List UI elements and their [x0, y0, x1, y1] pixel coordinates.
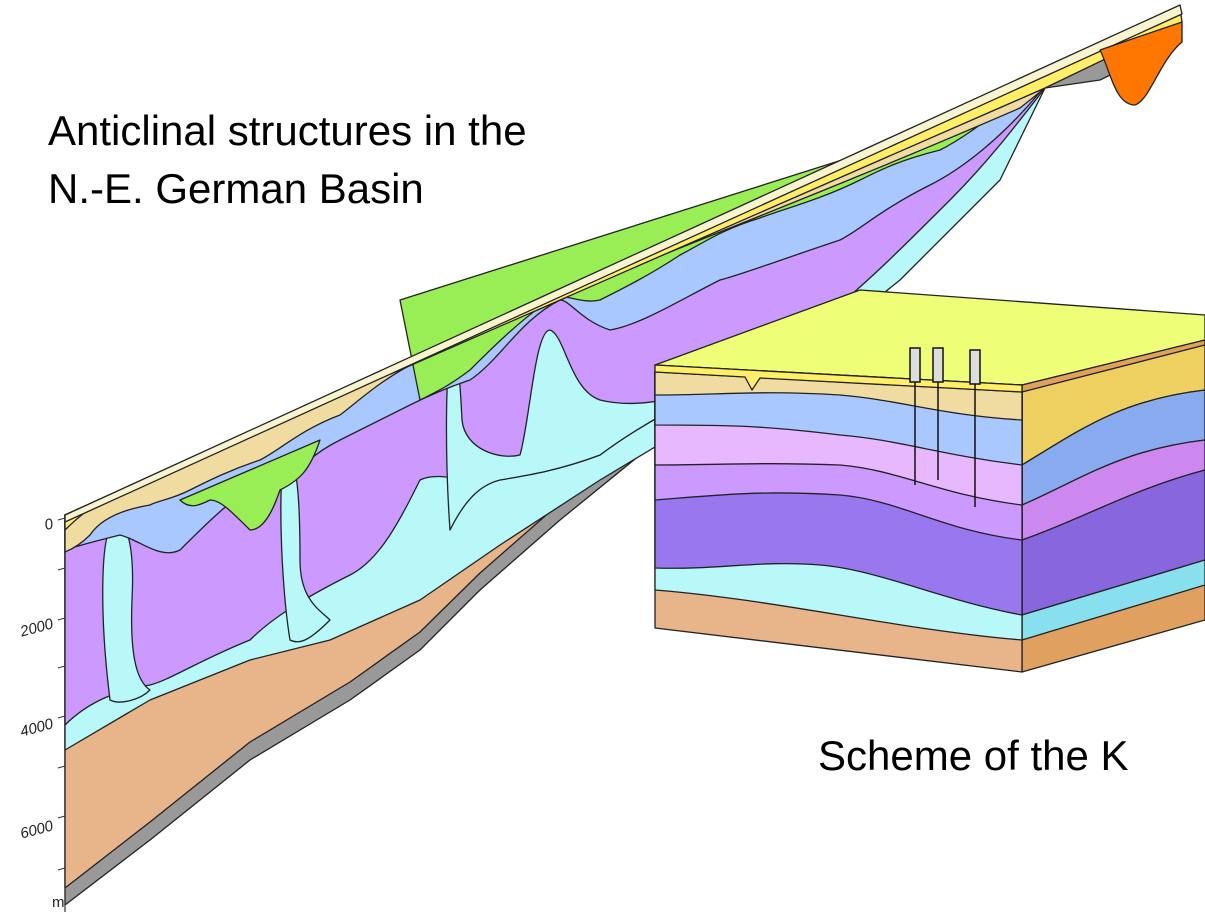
block-diagram: [655, 290, 1205, 672]
derrick: [933, 348, 943, 382]
title-line: Anticlinal structures in the: [48, 107, 527, 154]
axis-tick: [58, 568, 65, 570]
axis-tick: [58, 518, 65, 520]
page: 0 2000 4000 6000 m Anticlinal structur: [0, 0, 1205, 914]
depth-label: 0: [43, 515, 56, 534]
axis-tick: [58, 666, 65, 668]
depth-label: 6000: [18, 817, 55, 842]
axis-tick: [58, 716, 65, 718]
axis-tick: [58, 766, 65, 768]
axis-tick: [58, 816, 65, 818]
depth-unit: m: [52, 894, 65, 911]
axis-tick: [58, 618, 65, 620]
depth-axis: 0 2000 4000 6000 m: [17, 515, 65, 912]
depth-label: 4000: [18, 715, 55, 740]
derrick: [910, 348, 920, 382]
depth-label: 2000: [17, 615, 55, 640]
diagram: 0 2000 4000 6000 m Anticlinal structur: [0, 0, 1205, 914]
derrick: [970, 350, 980, 384]
title-line: N.-E. German Basin: [48, 165, 424, 212]
block-caption: Scheme of the K: [818, 732, 1129, 779]
axis-tick: [58, 868, 65, 870]
